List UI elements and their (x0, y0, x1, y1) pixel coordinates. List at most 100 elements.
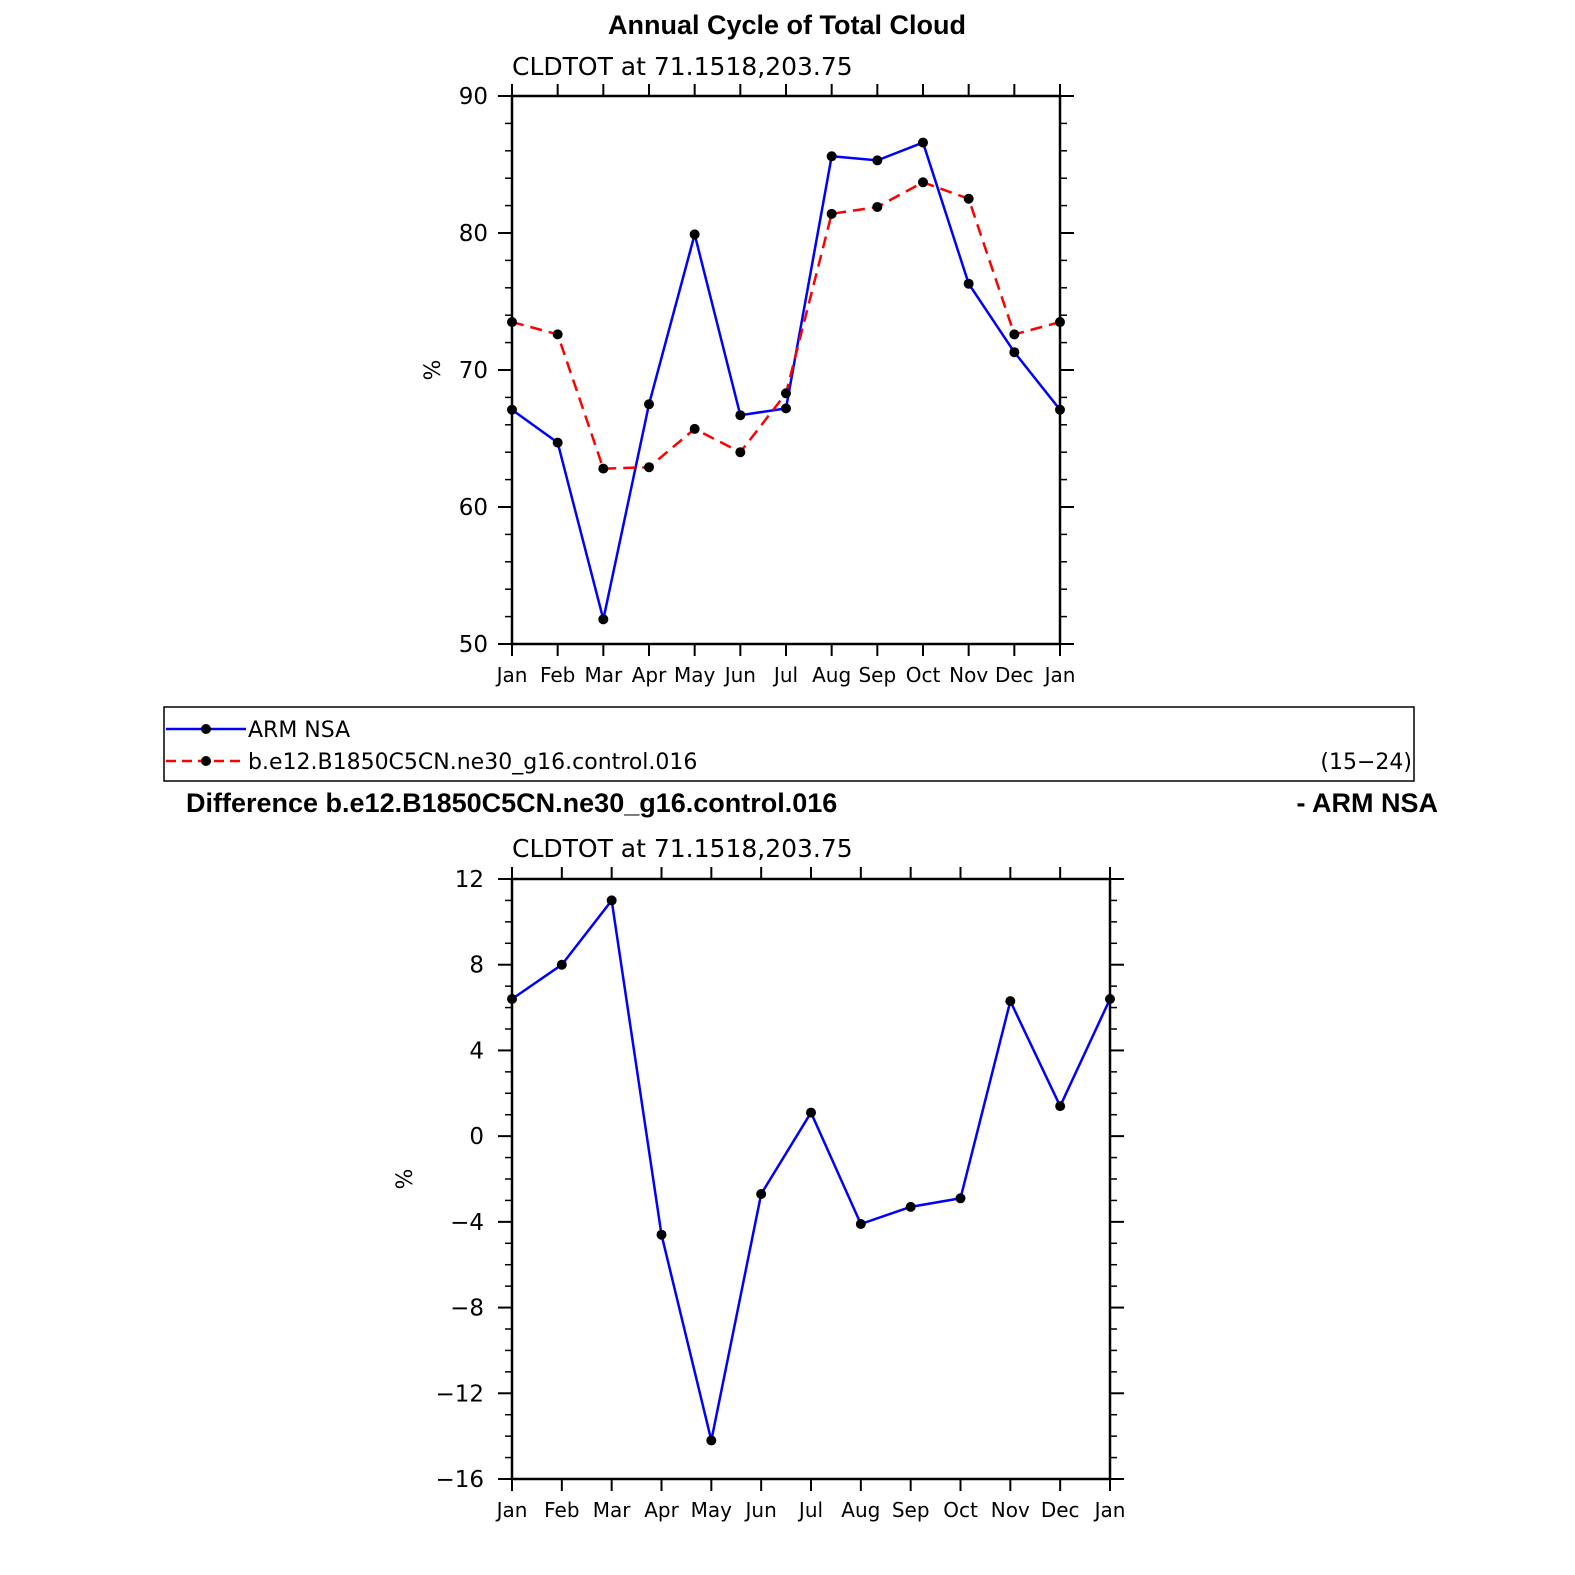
figure-title: Annual Cycle of Total Cloud (608, 10, 966, 40)
x-tick-label: Sep (892, 1498, 930, 1522)
data-point-0 (826, 151, 837, 162)
data-point-0 (1105, 994, 1115, 1004)
x-tick-label: Jul (772, 663, 798, 687)
x-tick-label: Jun (723, 663, 756, 687)
y-tick-label: 70 (459, 358, 488, 384)
data-point-1 (552, 329, 563, 340)
data-point-1 (644, 462, 654, 473)
y-tick-label: −16 (435, 1467, 484, 1493)
x-tick-label: Jan (495, 1498, 528, 1522)
data-point-0 (598, 614, 609, 625)
plot-frame (510, 877, 1112, 1481)
data-point-0 (1055, 1101, 1066, 1112)
data-point-1 (1055, 317, 1065, 328)
data-point-1 (826, 208, 837, 219)
data-point-0 (689, 229, 700, 240)
y-tick-label: 80 (459, 221, 488, 247)
y-axis-label: % (421, 360, 446, 381)
x-tick-label: Oct (943, 1498, 978, 1522)
y-tick-label: −8 (450, 1296, 484, 1322)
x-tick-label: Aug (841, 1498, 880, 1522)
data-point-1 (689, 423, 700, 434)
data-point-1 (918, 177, 928, 188)
data-point-0 (552, 437, 563, 448)
data-point-0 (963, 278, 974, 289)
data-point-0 (781, 403, 791, 414)
data-point-1 (963, 193, 974, 204)
x-tick-label: Feb (540, 663, 575, 687)
data-point-0 (756, 1189, 767, 1199)
legend-box (163, 706, 1415, 782)
x-tick-label: Jan (495, 663, 528, 687)
data-point-1 (872, 201, 883, 212)
x-tick-label: Sep (858, 663, 896, 687)
x-tick-label: Apr (632, 663, 667, 687)
y-tick-label: 0 (469, 1124, 484, 1150)
x-tick-label: Dec (1041, 1498, 1080, 1522)
data-point-1 (781, 388, 791, 399)
data-point-0 (507, 994, 517, 1004)
data-point-0 (706, 1435, 717, 1446)
plot-frame (510, 94, 1062, 646)
y-tick-label: 90 (459, 84, 488, 110)
data-point-0 (556, 959, 567, 970)
data-point-0 (872, 155, 883, 166)
legend-years: (15−24) (1320, 750, 1412, 775)
data-point-0 (735, 410, 746, 421)
series-line-0 (511, 897, 1112, 1441)
y-tick-label: 8 (469, 953, 484, 979)
x-tick-label: Dec (995, 663, 1034, 687)
legend-marker-arm (201, 724, 211, 734)
data-point-0 (656, 1229, 667, 1240)
difference-title-left: Difference b.e12.B1850C5CN.ne30_g16.cont… (186, 788, 837, 818)
x-tick-label: May (674, 663, 716, 687)
x-tick-label: Nov (949, 663, 988, 687)
data-point-0 (1009, 347, 1020, 358)
x-tick-label: Feb (544, 1498, 579, 1522)
data-point-1 (598, 463, 609, 474)
y-tick-label: 60 (459, 495, 488, 521)
x-tick-label: Jan (1043, 663, 1076, 687)
x-tick-label: Jun (744, 1498, 777, 1522)
x-tick-label: Aug (812, 663, 851, 687)
top-chart: CLDTOT at 71.1518,203.75% 50 60 70 80 90 Jan Fe… (421, 52, 1075, 687)
y-tick-label: 12 (455, 867, 484, 893)
data-point-0 (606, 895, 617, 906)
difference-title-right: - ARM NSA (1297, 788, 1439, 818)
chart-subtitle: CLDTOT at 71.1518,203.75 (512, 834, 853, 863)
series-line-1 (511, 180, 1061, 470)
y-axis-label: % (393, 1169, 418, 1190)
x-tick-label: Apr (644, 1498, 679, 1522)
x-tick-label: Oct (906, 663, 941, 687)
difference-chart: CLDTOT at 71.1518,203.75% −16 −12 −8 −4 0 4 8 12… (393, 834, 1125, 1522)
data-point-1 (1009, 329, 1020, 340)
data-point-0 (507, 404, 517, 415)
legend-label-arm: ARM NSA (248, 718, 350, 743)
legend-marker-model (201, 756, 211, 766)
data-point-1 (735, 447, 746, 458)
y-tick-label: 4 (469, 1038, 484, 1064)
data-point-0 (1005, 996, 1016, 1007)
legend-label-model: b.e12.B1850C5CN.ne30_g16.control.016 (248, 750, 697, 775)
data-point-0 (1055, 404, 1065, 415)
chart-subtitle: CLDTOT at 71.1518,203.75 (512, 52, 853, 81)
data-point-0 (918, 137, 928, 148)
data-point-0 (806, 1107, 816, 1118)
legend: ARM NSA b.e12.B1850C5CN.ne30_g16.control… (163, 706, 1415, 782)
data-point-0 (644, 399, 654, 410)
x-tick-label: May (691, 1498, 733, 1522)
x-tick-label: Mar (593, 1498, 632, 1522)
y-tick-label: 50 (459, 632, 488, 658)
series-line-0 (511, 140, 1061, 620)
data-point-0 (955, 1193, 966, 1204)
x-tick-label: Mar (584, 663, 623, 687)
x-tick-label: Jul (797, 1498, 823, 1522)
x-tick-label: Jan (1093, 1498, 1126, 1522)
y-tick-label: −12 (435, 1381, 484, 1407)
data-point-0 (855, 1219, 866, 1229)
data-point-0 (905, 1201, 916, 1212)
x-tick-label: Nov (991, 1498, 1030, 1522)
y-tick-label: −4 (450, 1210, 484, 1236)
data-point-1 (507, 317, 517, 328)
